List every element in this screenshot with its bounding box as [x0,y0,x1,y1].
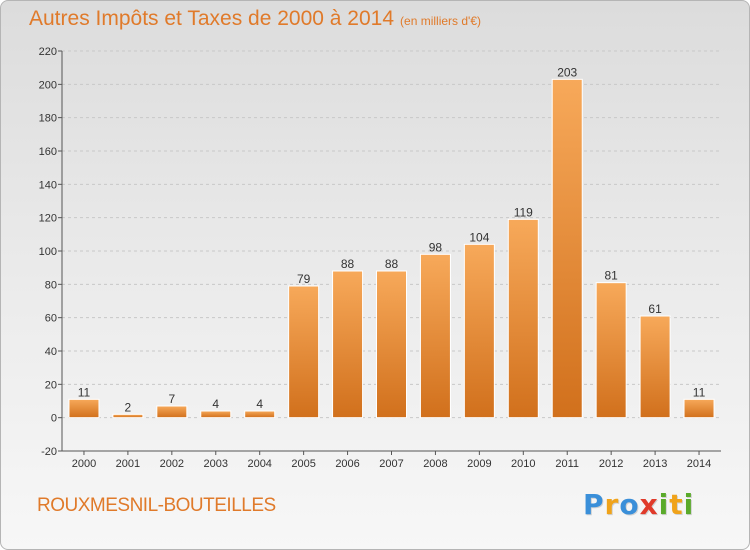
logo-letter: x [639,488,659,521]
bar [332,270,364,419]
bar [595,282,627,419]
y-tick-label: 140 [39,179,57,191]
bar [419,253,451,419]
data-label: 11 [693,385,706,399]
data-label: 4 [212,397,219,411]
x-tick-label: 2010 [511,458,535,470]
bar [68,398,100,419]
x-tick-label: 2008 [423,458,447,470]
y-tick-label: 180 [39,113,57,125]
data-label: 7 [168,392,175,406]
logo-letter: i [683,488,695,521]
x-tick-label: 2005 [291,458,315,470]
commune-name: ROUXMESNIL-BOUTEILLES [37,495,276,516]
y-tick-label: 80 [45,279,57,291]
bar [507,218,539,419]
data-label: 4 [256,397,263,411]
logo-letter: t [669,488,684,521]
y-tick-label: 0 [51,413,57,425]
logo-letter: P [583,488,605,521]
data-label: 61 [648,302,662,316]
y-tick-label: 220 [39,46,57,58]
x-tick-label: 2001 [116,458,140,470]
x-tick-label: 2002 [160,458,184,470]
bar [156,405,188,419]
x-tick-label: 2007 [379,458,403,470]
data-label: 2 [125,400,132,414]
x-tick-label: 2009 [467,458,491,470]
x-tick-label: 2013 [643,458,667,470]
chart-subtitle: (en milliers d'€) [400,14,482,28]
logo-letter: i [658,488,670,521]
proxiti-logo: Proxiti [583,488,694,521]
x-tick-label: 2014 [687,458,711,470]
bar [112,413,144,419]
y-tick-label: -20 [41,446,57,458]
chart-title: Autres Impôts et Taxes de 2000 à 2014 (en… [29,7,481,31]
y-tick-label: 160 [39,146,57,158]
data-label: 11 [78,385,91,399]
bar [376,270,407,419]
chart-title-text: Autres Impôts et Taxes de 2000 à 2014 [29,7,395,30]
data-label: 88 [341,257,355,271]
bar [639,315,671,419]
x-tick-label: 2004 [247,458,271,470]
bar [463,243,495,419]
x-tick-label: 2003 [204,458,228,470]
data-label: 104 [469,230,489,244]
bar [244,410,276,419]
bar [551,78,583,419]
logo-letter: o [619,488,640,521]
data-label: 81 [604,269,618,283]
bar [288,285,320,419]
y-tick-label: 120 [39,213,57,225]
bar [200,410,232,419]
data-label: 119 [514,205,533,219]
y-tick-label: 40 [45,346,57,358]
x-tick-label: 2012 [599,458,623,470]
y-tick-label: 100 [39,246,57,258]
data-label: 88 [385,257,399,271]
bar [683,398,715,419]
y-tick-label: 20 [45,379,57,391]
data-label: 79 [297,272,311,286]
logo-letter: r [604,488,620,521]
y-tick-label: 200 [39,79,57,91]
x-tick-label: 2006 [335,458,359,470]
y-tick-label: 60 [45,313,57,325]
x-tick-label: 2000 [72,458,96,470]
data-label: 203 [557,65,577,79]
x-tick-label: 2011 [555,458,579,470]
data-label: 98 [429,240,443,254]
